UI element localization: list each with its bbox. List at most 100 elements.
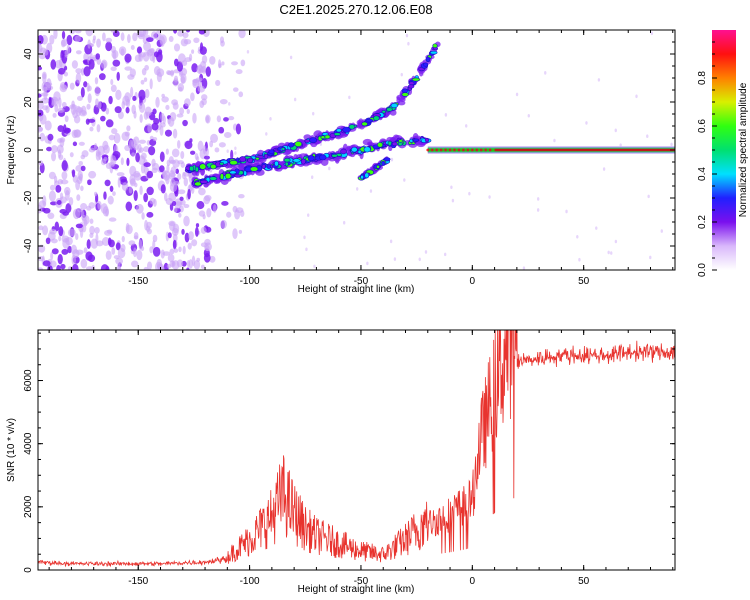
noise-blob <box>61 30 66 40</box>
noise-blob <box>105 250 112 260</box>
noise-blob <box>190 150 196 155</box>
signal-core <box>423 62 429 67</box>
signal-core <box>199 163 207 170</box>
noise-blob <box>100 61 107 69</box>
noise-blob <box>120 32 125 42</box>
noise-blob <box>109 185 114 192</box>
noise-blob <box>50 96 59 107</box>
noise-blob <box>178 212 182 218</box>
noise-blob <box>42 73 47 84</box>
noise-blob <box>97 200 102 210</box>
spectrogram-y-tick-label: 40 <box>23 48 34 60</box>
noise-blob <box>46 78 52 89</box>
faint-blob <box>527 113 530 118</box>
faint-blob <box>400 72 403 77</box>
faint-blob <box>405 33 409 38</box>
noise-blob <box>94 191 98 197</box>
signal-core <box>274 160 279 167</box>
noise-blob <box>235 69 243 75</box>
noise-blob <box>108 217 117 222</box>
noise-blob <box>145 225 151 233</box>
faint-blob <box>403 178 406 182</box>
noise-blob <box>182 245 186 255</box>
noise-blob <box>138 89 146 101</box>
noise-blob <box>221 61 225 66</box>
noise-blob <box>204 194 212 202</box>
signal-core <box>264 153 269 159</box>
noise-blob <box>106 229 113 234</box>
noise-blob <box>138 30 147 38</box>
noise-blob <box>116 263 121 270</box>
noise-blob <box>152 234 158 243</box>
signal-core <box>219 173 225 180</box>
noise-blob <box>47 265 53 270</box>
faint-blob <box>614 239 618 244</box>
noise-blob <box>92 38 96 44</box>
signal-core <box>331 153 338 158</box>
noise-blob <box>105 107 110 115</box>
noise-blob <box>197 85 206 93</box>
snr-x-tick-label: 50 <box>578 576 590 587</box>
noise-blob <box>151 158 156 167</box>
noise-blob <box>205 66 211 77</box>
noise-blob <box>89 232 94 238</box>
noise-blob <box>46 146 53 152</box>
signal-core <box>300 158 306 165</box>
noise-blob <box>43 207 51 214</box>
signal-core <box>340 148 347 155</box>
faint-blob <box>576 234 579 239</box>
signal-core <box>424 137 430 143</box>
noise-blob <box>131 260 139 268</box>
signal-core <box>401 88 409 94</box>
noise-blob <box>195 77 203 82</box>
noise-blob <box>193 37 200 44</box>
faint-blob <box>407 41 410 46</box>
noise-blob <box>165 148 169 155</box>
signal-core <box>401 92 409 97</box>
signal-halo <box>397 100 406 106</box>
noise-blob <box>177 83 185 92</box>
noise-blob <box>177 173 182 181</box>
colorbar-tick-label: 0.2 <box>697 215 708 229</box>
noise-blob <box>117 111 124 120</box>
faint-blob <box>328 166 331 171</box>
noise-blob <box>187 188 191 200</box>
noise-blob <box>121 182 129 191</box>
noise-blob <box>133 190 138 202</box>
noise-blob <box>57 253 63 265</box>
signal-core <box>194 166 199 173</box>
noise-blob <box>38 267 44 270</box>
signal-core <box>249 166 259 172</box>
signal-core <box>376 142 384 148</box>
noise-blob <box>169 182 178 193</box>
faint-blob <box>289 55 293 60</box>
signal-core <box>357 149 362 154</box>
noise-blob <box>83 66 91 77</box>
noise-blob <box>132 32 138 42</box>
noise-blob <box>83 247 88 254</box>
faint-blob <box>393 257 397 261</box>
noise-blob <box>50 59 57 70</box>
faint-blob <box>369 189 373 193</box>
noise-blob <box>60 39 66 48</box>
noise-blob <box>165 104 170 110</box>
faint-blob <box>515 92 519 97</box>
faint-blob <box>544 71 547 75</box>
spectrogram-y-tick-label: 0 <box>23 147 34 153</box>
noise-blob <box>73 129 82 138</box>
noise-blob <box>121 131 130 141</box>
faint-blob <box>356 187 359 191</box>
faint-blob <box>226 149 229 153</box>
noise-blob <box>200 226 207 234</box>
noise-blob <box>197 140 204 152</box>
noise-blob <box>159 151 165 162</box>
snr-y-tick-label: 4000 <box>23 432 34 455</box>
noise-blob <box>184 232 190 243</box>
faint-blob <box>293 97 297 102</box>
noise-blob <box>159 165 165 173</box>
noise-blob <box>105 119 114 128</box>
noise-blob <box>179 107 185 115</box>
noise-blob <box>75 249 84 255</box>
noise-blob <box>54 221 60 232</box>
noise-blob <box>102 206 109 217</box>
